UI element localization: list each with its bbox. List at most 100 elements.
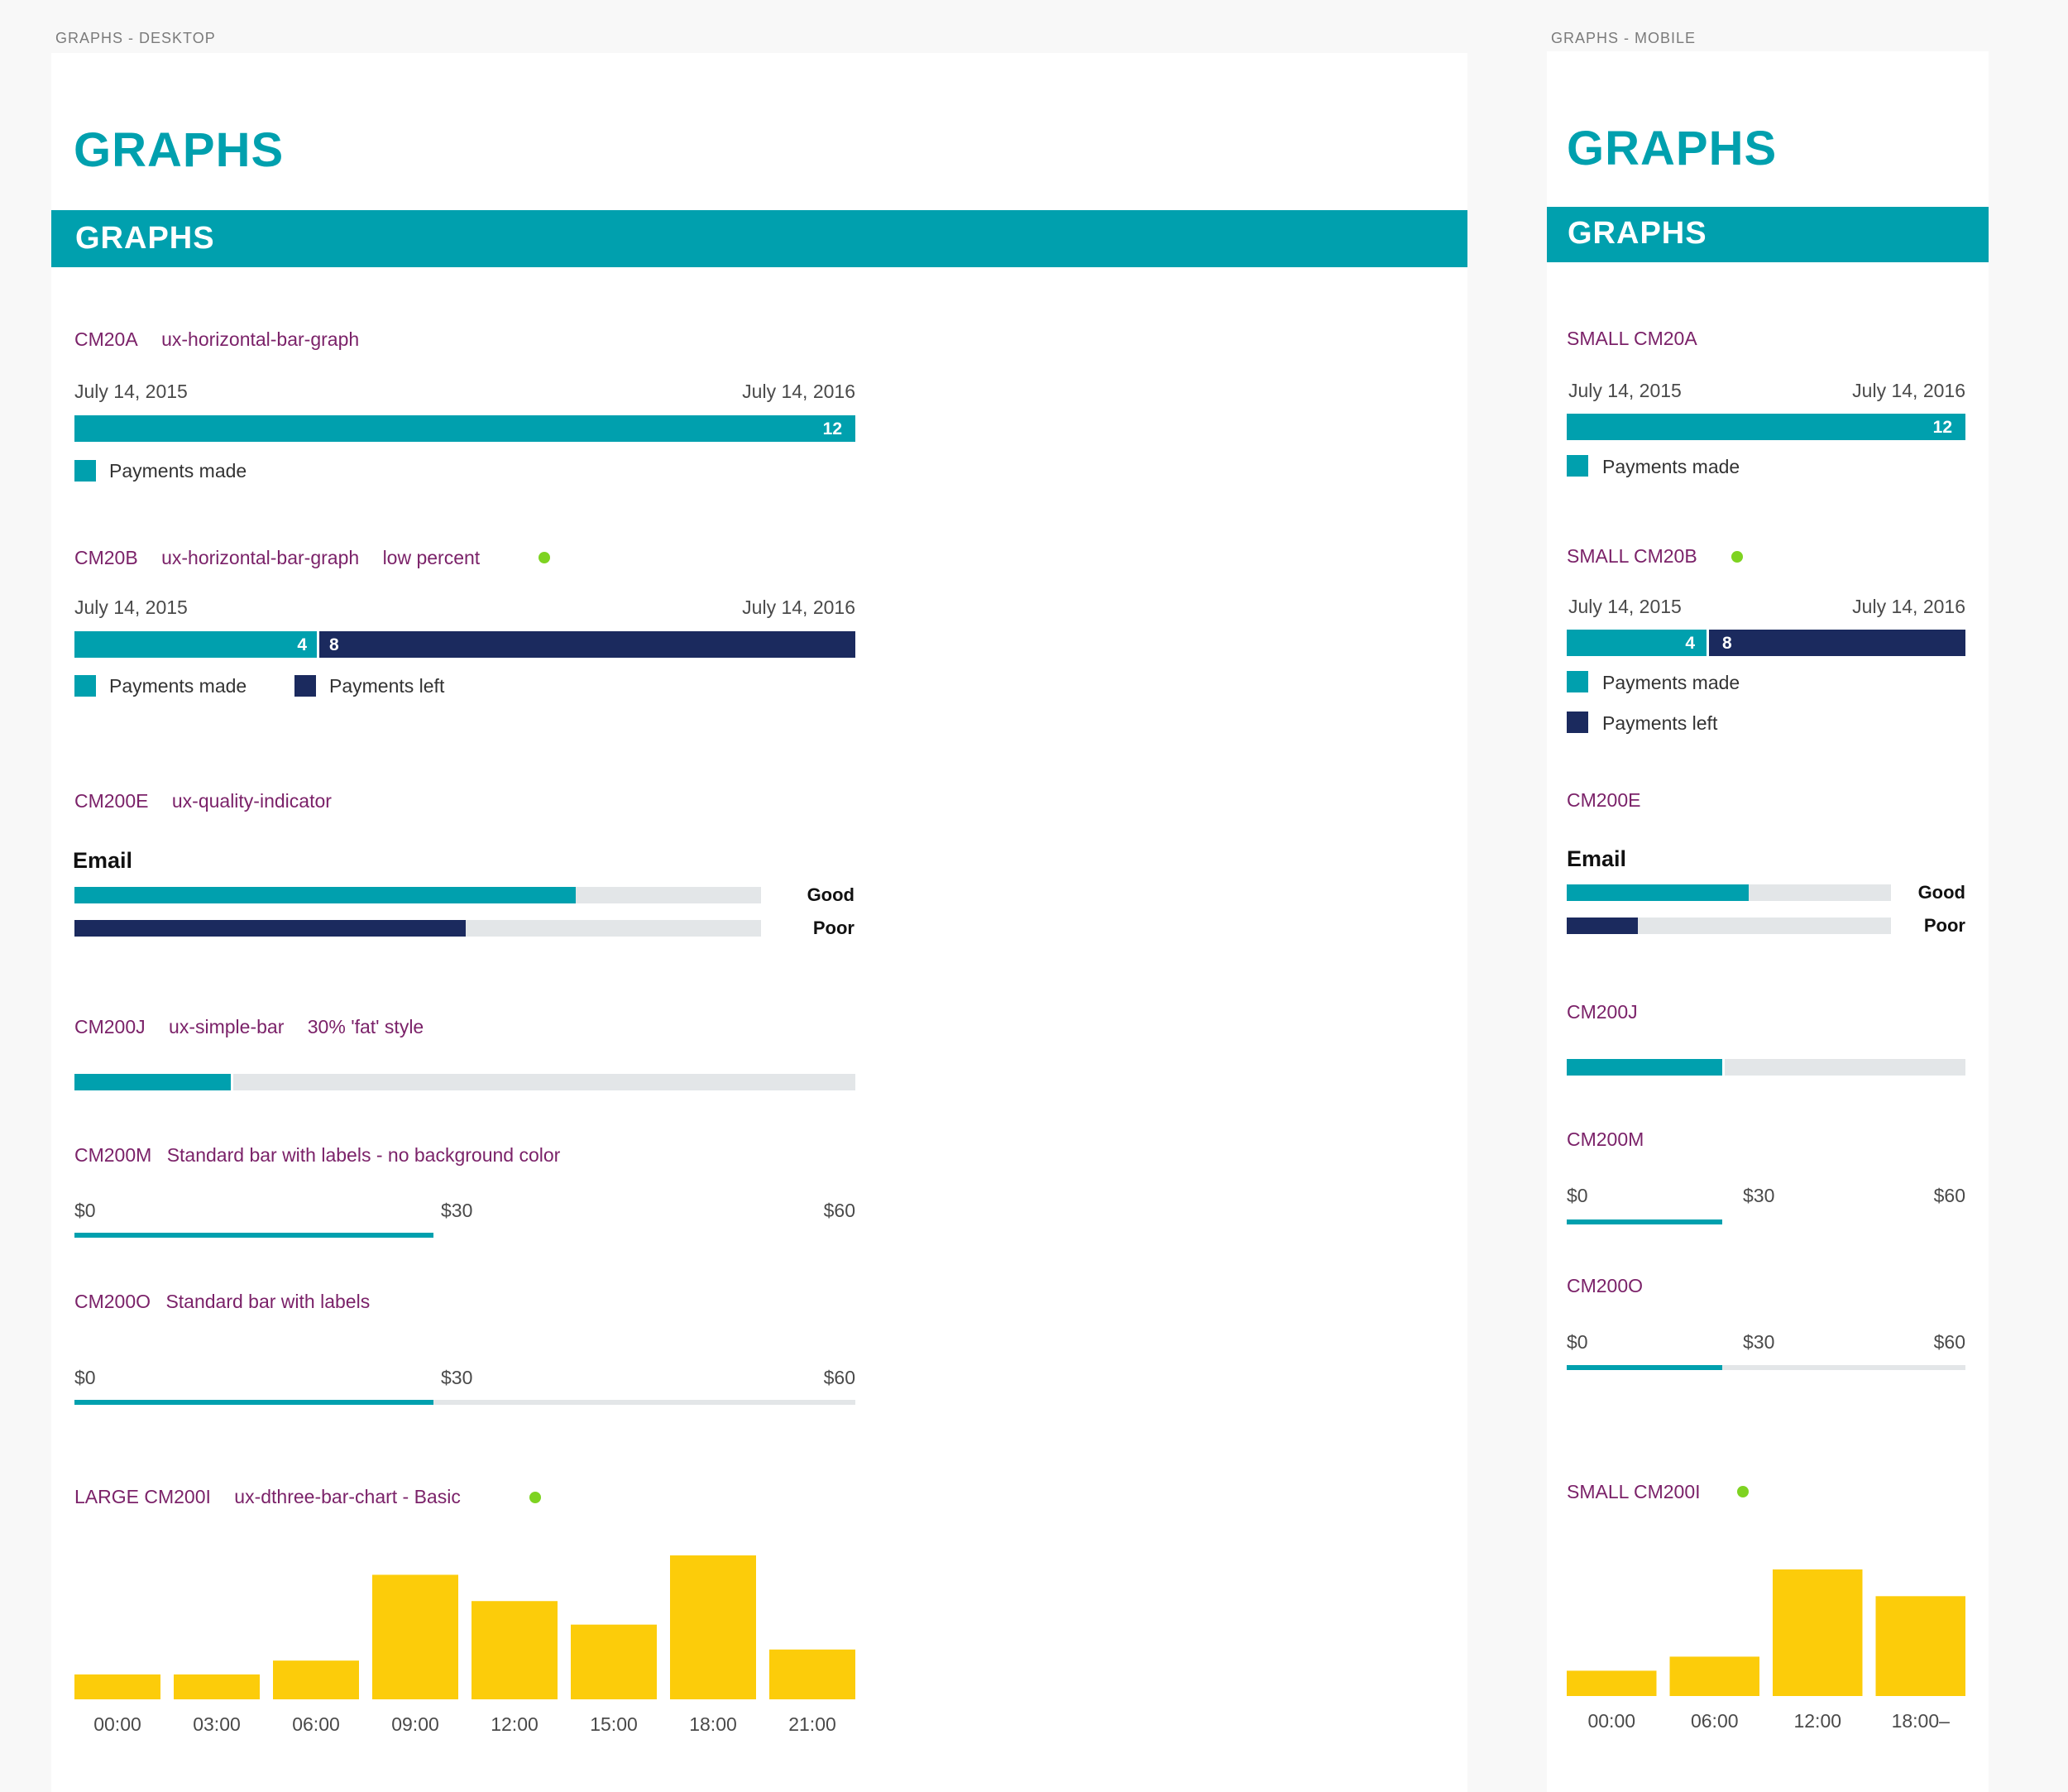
chart-tick-label: 00:00 [93, 1713, 141, 1735]
mobile-section-title: GRAPHS [1568, 216, 1707, 251]
desktop-section-title: GRAPHS [75, 221, 215, 256]
chart-bar [1669, 1656, 1759, 1696]
mobile-cm200e-title: CM200E [1567, 789, 1641, 811]
component-note: 30% 'fat' style [307, 1016, 424, 1037]
desktop-cm200j-title: CM200J ux-simple-bar 30% 'fat' style [74, 1016, 442, 1038]
legend-payments-made: Payments made [109, 460, 247, 482]
component-code: CM200E [74, 790, 149, 812]
mobile-bar-chart: 00:00 06:00 12:00 18:00– [1567, 1569, 1965, 1732]
mobile-cm20b-title: SMALL CM20B [1567, 545, 1697, 567]
desktop-cm200e-title: CM200E ux-quality-indicator [74, 790, 350, 812]
component-code: CM200M [74, 1144, 152, 1166]
desktop-artboard-label: GRAPHS - DESKTOP [55, 30, 216, 46]
range-min-label: $0 [74, 1200, 96, 1221]
payments-made-value: 4 [297, 635, 307, 654]
component-code: CM20B [74, 547, 138, 568]
mobile-cm200m-title: CM200M [1567, 1128, 1644, 1150]
chart-tick-label: 06:00 [1691, 1710, 1739, 1732]
quality-poor-label: Poor [812, 918, 854, 938]
legend-payments-left: Payments left [1602, 712, 1718, 734]
standard-bar-fill [74, 1233, 433, 1238]
simple-bar-track [1567, 1059, 1965, 1076]
legend-swatch-left [1567, 712, 1588, 733]
chart-tick-label: 12:00 [491, 1713, 539, 1735]
chart-bar [670, 1555, 756, 1699]
chart-bar [273, 1660, 359, 1699]
chart-tick-label: 09:00 [391, 1713, 439, 1735]
component-name: ux-quality-indicator [171, 790, 332, 812]
quality-poor-track [1567, 918, 1891, 934]
mobile-cm20a-title: SMALL CM20A [1567, 328, 1697, 349]
legend-payments-made: Payments made [1602, 672, 1740, 693]
quality-heading: Email [73, 848, 133, 873]
standard-bar-fill [1567, 1365, 1722, 1370]
component-code: CM200J [74, 1016, 146, 1037]
payments-made-value: 12 [822, 419, 842, 438]
quality-good-track [74, 887, 761, 903]
end-date: July 14, 2016 [1852, 596, 1965, 617]
component-name: ux-simple-bar [169, 1016, 285, 1037]
simple-bar-track [74, 1074, 855, 1090]
chart-tick-label: 18:00 [689, 1713, 737, 1735]
payments-bar-track: 12 [1567, 414, 1965, 440]
simple-bar-fill [74, 1074, 233, 1090]
chart-bar [372, 1574, 458, 1699]
mobile-cm200j-title: CM200J [1567, 1001, 1638, 1023]
mobile-cm200i-title: SMALL CM200I [1567, 1481, 1701, 1502]
mobile-section-header: GRAPHS [1547, 207, 1989, 262]
chart-bar [1773, 1569, 1863, 1696]
chart-bar [769, 1649, 855, 1699]
quality-poor-fill [74, 920, 466, 937]
quality-good-label: Good [1917, 882, 1965, 903]
component-name: ux-dthree-bar-chart - Basic [234, 1486, 461, 1507]
legend-swatch-left [294, 675, 316, 697]
mobile-artboard-label: GRAPHS - MOBILE [1551, 30, 1697, 46]
standard-bar-track [74, 1400, 855, 1405]
start-date: July 14, 2015 [74, 597, 188, 618]
range-mid-label: $30 [441, 1367, 473, 1388]
range-max-label: $60 [1933, 1331, 1965, 1353]
chart-tick-label: 18:00– [1892, 1710, 1951, 1732]
desktop-cm20b-title: CM20B ux-horizontal-bar-graph low percen… [74, 547, 498, 569]
range-mid-label: $30 [1743, 1331, 1775, 1353]
chart-tick-label: 21:00 [788, 1713, 836, 1735]
quality-good-label: Good [807, 884, 854, 905]
chart-bar [472, 1601, 558, 1699]
standard-bar-fill [74, 1400, 433, 1405]
legend-swatch-made [1567, 671, 1588, 692]
payments-bar-track: 4 8 [1567, 630, 1965, 656]
payments-made-segment: 4 [74, 631, 319, 658]
quality-poor-fill [1567, 918, 1638, 934]
legend-swatch-made [74, 460, 96, 482]
payments-made-value: 12 [1932, 418, 1952, 437]
quality-poor-label: Poor [1923, 915, 1965, 936]
desktop-cm20a-title: CM20A ux-horizontal-bar-graph [74, 328, 377, 351]
chart-bar [1567, 1670, 1657, 1696]
payments-made-segment: 4 [1567, 630, 1709, 656]
chart-tick-label: 00:00 [1587, 1710, 1635, 1732]
start-date: July 14, 2015 [74, 381, 188, 402]
quality-heading: Email [1567, 846, 1627, 871]
range-max-label: $60 [1933, 1185, 1965, 1206]
legend-payments-left: Payments left [329, 675, 445, 697]
standard-bar-track [1567, 1365, 1965, 1370]
payments-made-segment: 12 [74, 415, 855, 442]
chart-tick-label: 03:00 [193, 1713, 241, 1735]
payments-bar-track: 12 [74, 415, 855, 442]
end-date: July 14, 2016 [1852, 380, 1965, 401]
quality-poor-track [74, 920, 761, 937]
desktop-cm200i-title: LARGE CM200I ux-dthree-bar-chart - Basic [74, 1486, 479, 1508]
quality-good-fill [74, 887, 576, 903]
simple-bar-fill [1567, 1059, 1725, 1076]
standard-bar-track [74, 1233, 855, 1238]
range-max-label: $60 [823, 1200, 855, 1221]
end-date: July 14, 2016 [742, 381, 855, 402]
desktop-page-title: GRAPHS [74, 123, 285, 177]
component-description: Standard bar with labels [165, 1291, 371, 1312]
component-note: low percent [382, 547, 481, 568]
legend-swatch-made [74, 675, 96, 697]
legend-payments-made: Payments made [109, 675, 247, 697]
quality-good-fill [1567, 884, 1749, 901]
chart-bar [571, 1624, 657, 1699]
status-dot [1731, 551, 1743, 563]
